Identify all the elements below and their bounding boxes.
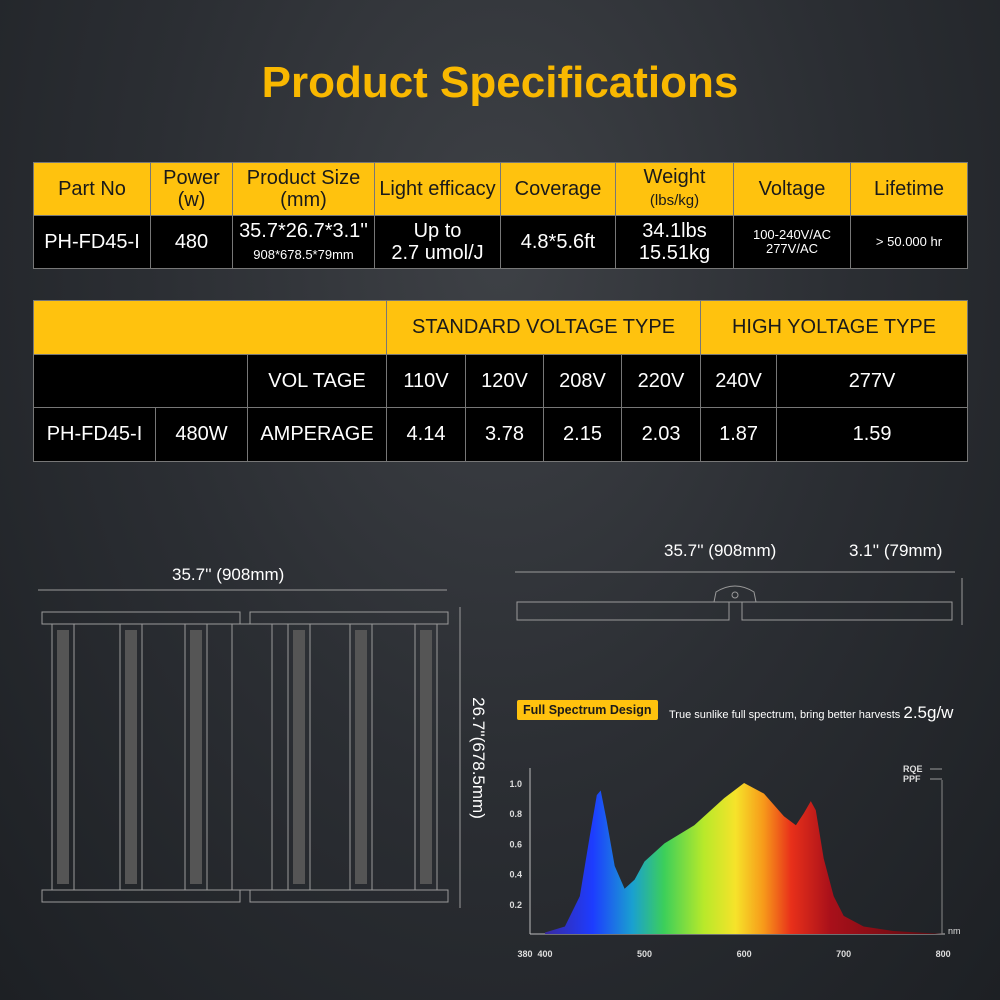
header-efficacy: Light efficacy	[374, 162, 501, 216]
led-strip	[293, 630, 305, 884]
page-title: Product Specifications	[261, 58, 739, 107]
x-tick-label: 800	[936, 949, 951, 959]
spectrum-tagline: True sunlike full spectrum, bring better…	[669, 703, 954, 722]
voltage-label: VOL TAGE	[246, 353, 388, 408]
y-tick-label: 1.0	[509, 779, 522, 789]
bottom-rail-right	[249, 889, 449, 903]
x-tick-label: 400	[537, 949, 552, 959]
side-width-label: 35.7'' (908mm)	[664, 541, 777, 560]
cell-power: 480	[150, 215, 233, 269]
led-bar	[184, 623, 208, 891]
voltage-cell: 240V	[700, 353, 778, 408]
yield-value: 2.5g/w	[903, 703, 954, 722]
amperage-cell: 4.14	[386, 407, 467, 462]
cell-efficacy: Up to 2.7 umol/J	[374, 215, 501, 269]
led-bar	[349, 623, 373, 891]
legend-label: RQE	[903, 764, 923, 774]
x-tick-label: 700	[836, 949, 851, 959]
standard-voltage-header: STANDARD VOLTAGE TYPE	[386, 300, 702, 355]
x-axis-label: nm	[948, 926, 961, 936]
led-strip	[125, 630, 137, 884]
header-coverage: Coverage	[500, 162, 616, 216]
part-no-cell: PH-FD45-I	[33, 407, 156, 462]
amperage-cell: 2.15	[543, 407, 623, 462]
y-tick-label: 0.8	[509, 809, 522, 819]
led-bar	[51, 623, 75, 891]
bracket-hole	[731, 591, 739, 599]
side-bar-left	[516, 601, 730, 621]
led-strip	[57, 630, 69, 884]
led-bar	[414, 623, 438, 891]
spec-header-row: Part No Power (w) Product Size (mm) Light …	[33, 162, 968, 216]
header-size: Product Size (mm)	[232, 162, 375, 216]
full-spectrum-badge: Full Spectrum Design	[517, 700, 658, 720]
cell-lifetime: > 50.000 hr	[850, 215, 968, 269]
x-tick-label: 380	[517, 949, 532, 959]
driver	[231, 623, 273, 891]
led-bar	[287, 623, 311, 891]
front-width-label: 35.7'' (908mm)	[172, 565, 285, 584]
header-part-no: Part No	[33, 162, 151, 216]
led-strip	[420, 630, 432, 884]
voltage-cell: 277V	[776, 353, 969, 408]
power-cell: 480W	[155, 407, 248, 462]
amperage-cell: 1.87	[700, 407, 778, 462]
spec-data-row: PH-FD45-I 480 35.7*26.7*3.1'' 908*678.5*7…	[33, 215, 968, 269]
x-tick-label: 500	[637, 949, 652, 959]
legend-label: PPF	[903, 774, 921, 784]
amperage-label: AMPERAGE	[246, 407, 388, 462]
header-weight: Weight (lbs/kg)	[615, 162, 734, 216]
header-voltage: Voltage	[733, 162, 851, 216]
high-voltage-header: HIGH YOLTAGE TYPE	[700, 300, 969, 355]
header-power: Power (w)	[150, 162, 233, 216]
cell-weight: 34.1lbs 15.51kg	[615, 215, 734, 269]
header-lifetime: Lifetime	[850, 162, 968, 216]
side-bracket	[713, 585, 757, 603]
led-strip	[190, 630, 202, 884]
top-rail-right	[249, 611, 449, 625]
spec-table: Part No Power (w) Product Size (mm) Light …	[33, 162, 968, 269]
y-tick-label: 0.6	[509, 839, 522, 849]
amperage-cell: 2.03	[621, 407, 702, 462]
side-depth-label: 3.1'' (79mm)	[849, 541, 943, 560]
led-bar	[119, 623, 143, 891]
voltage-cell: 220V	[621, 353, 702, 408]
led-strip	[355, 630, 367, 884]
voltage-table: STANDARD VOLTAGE TYPE HIGH YOLTAGE TYPE …	[32, 300, 969, 462]
spectrum-area	[545, 783, 944, 934]
cell-size: 35.7*26.7*3.1'' 908*678.5*79mm	[232, 215, 375, 269]
amperage-cell: 1.59	[776, 407, 969, 462]
side-bar-right	[741, 601, 953, 621]
y-tick-label: 0.2	[509, 900, 522, 910]
blank-header	[32, 300, 388, 355]
voltage-cell: 208V	[543, 353, 623, 408]
voltage-cell: 110V	[386, 353, 467, 408]
cell-coverage: 4.8*5.6ft	[500, 215, 616, 269]
cell-voltage: 100-240V/AC 277V/AC	[733, 215, 851, 269]
y-tick-label: 0.4	[509, 870, 522, 880]
x-tick-label: 600	[737, 949, 752, 959]
amperage-cell: 3.78	[465, 407, 545, 462]
